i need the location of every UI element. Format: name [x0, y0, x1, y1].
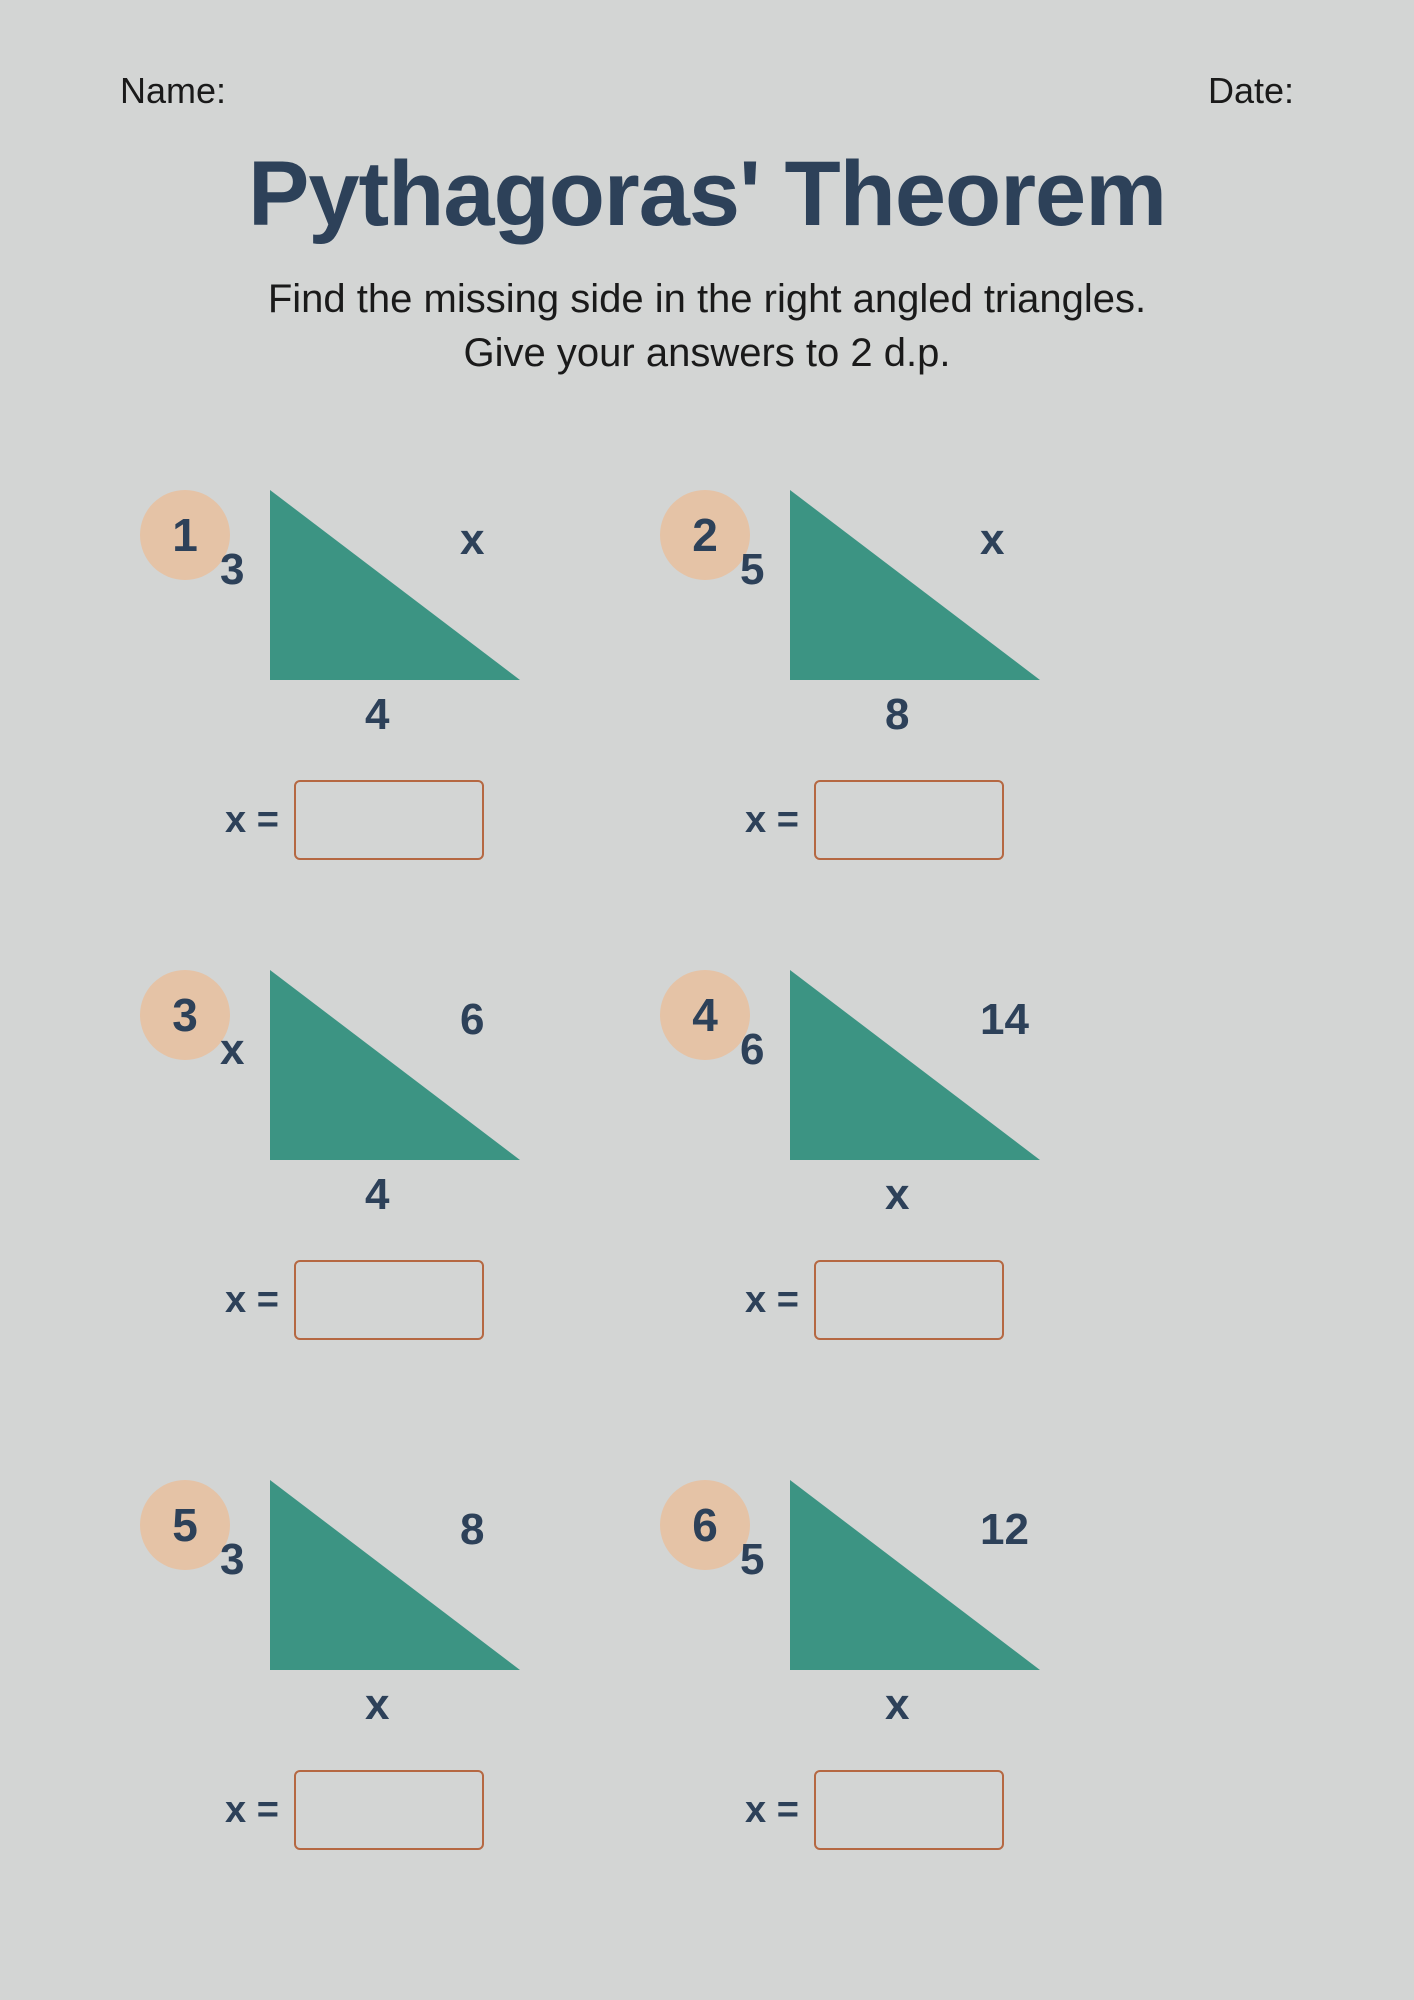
side-label-hypotenuse: 12	[980, 1505, 1029, 1555]
side-label-left: 5	[740, 545, 764, 595]
answer-row: x =	[225, 780, 484, 860]
problem-5: 53 8 x x =	[120, 1470, 680, 1950]
name-label: Name:	[120, 70, 226, 112]
instructions: Find the missing side in the right angle…	[100, 272, 1314, 380]
answer-row: x =	[225, 1770, 484, 1850]
answer-input-box[interactable]	[294, 1260, 484, 1340]
answer-input-box[interactable]	[294, 780, 484, 860]
answer-prefix: x =	[225, 1279, 279, 1322]
answer-row: x =	[745, 780, 1004, 860]
side-label-left: 3	[220, 1535, 244, 1585]
problem-number-badge: 5	[140, 1480, 230, 1570]
problem-3: 3x 6 4 x =	[120, 960, 680, 1440]
header-row: Name: Date:	[100, 70, 1314, 132]
problem-number-badge: 3	[140, 970, 230, 1060]
problem-number-badge: 4	[660, 970, 750, 1060]
answer-row: x =	[745, 1770, 1004, 1850]
problem-2: 25 x 8 x =	[640, 480, 1200, 960]
worksheet-page: Name: Date: Pythagoras' Theorem Find the…	[0, 0, 1414, 2000]
side-label-left: x	[220, 1025, 244, 1075]
problem-number-badge: 2	[660, 490, 750, 580]
side-label-bottom: 8	[885, 690, 909, 740]
problem-1: 13 x 4 x =	[120, 480, 680, 960]
side-label-left: 3	[220, 545, 244, 595]
side-label-left: 6	[740, 1025, 764, 1075]
page-title: Pythagoras' Theorem	[100, 142, 1314, 247]
answer-prefix: x =	[225, 799, 279, 842]
answer-row: x =	[745, 1260, 1004, 1340]
answer-input-box[interactable]	[814, 780, 1004, 860]
problem-4: 46 14 x x =	[640, 960, 1200, 1440]
side-label-bottom: x	[365, 1680, 389, 1730]
answer-input-box[interactable]	[294, 1770, 484, 1850]
problem-number-badge: 1	[140, 490, 230, 580]
answer-prefix: x =	[745, 1789, 799, 1832]
answer-prefix: x =	[745, 799, 799, 842]
instructions-line-2: Give your answers to 2 d.p.	[100, 326, 1314, 380]
side-label-hypotenuse: 14	[980, 995, 1029, 1045]
answer-prefix: x =	[745, 1279, 799, 1322]
side-label-hypotenuse: x	[460, 515, 484, 565]
answer-input-box[interactable]	[814, 1770, 1004, 1850]
side-label-hypotenuse: 6	[460, 995, 484, 1045]
answer-input-box[interactable]	[814, 1260, 1004, 1340]
problem-number-badge: 6	[660, 1480, 750, 1570]
side-label-bottom: 4	[365, 1170, 389, 1220]
side-label-bottom: 4	[365, 690, 389, 740]
side-label-left: 5	[740, 1535, 764, 1585]
date-label: Date:	[1208, 70, 1294, 112]
side-label-hypotenuse: x	[980, 515, 1004, 565]
instructions-line-1: Find the missing side in the right angle…	[100, 272, 1314, 326]
answer-prefix: x =	[225, 1789, 279, 1832]
answer-row: x =	[225, 1260, 484, 1340]
side-label-bottom: x	[885, 1170, 909, 1220]
problem-6: 65 12 x x =	[640, 1470, 1200, 1950]
side-label-bottom: x	[885, 1680, 909, 1730]
side-label-hypotenuse: 8	[460, 1505, 484, 1555]
